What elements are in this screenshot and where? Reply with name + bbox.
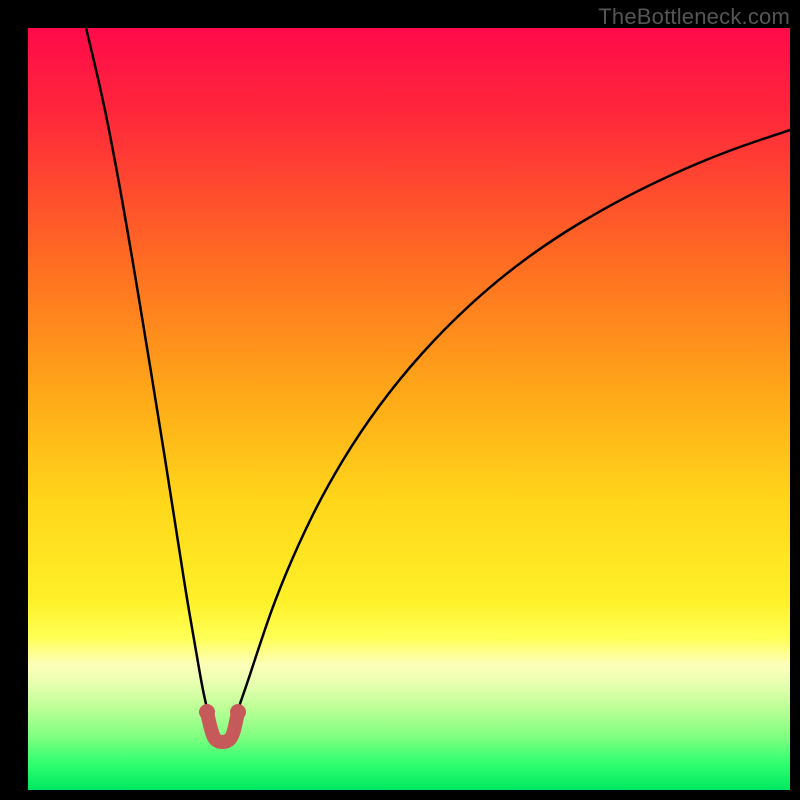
watermark-text: TheBottleneck.com xyxy=(598,4,790,30)
bottleneck-marker-dot-left xyxy=(199,704,215,720)
chart-canvas xyxy=(0,0,800,800)
bottleneck-marker-dot-right xyxy=(230,704,246,720)
bottleneck-chart: TheBottleneck.com xyxy=(0,0,800,800)
